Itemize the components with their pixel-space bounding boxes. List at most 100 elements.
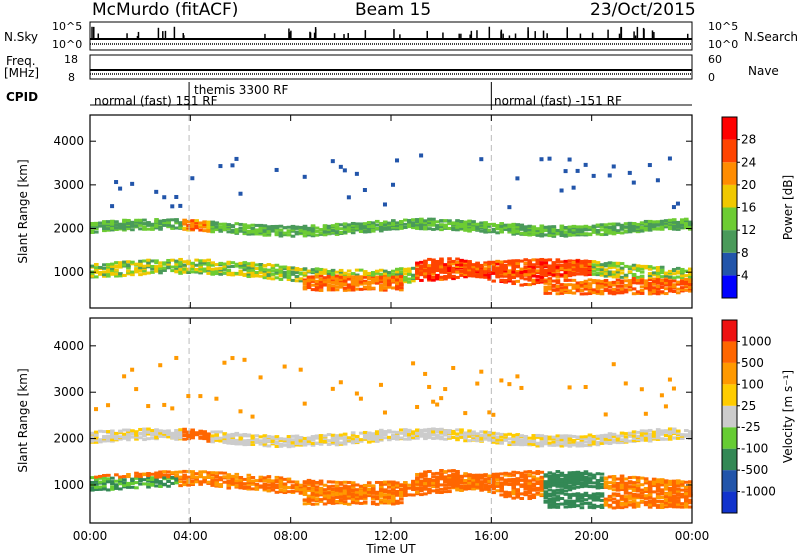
velocity-cell: [567, 481, 573, 485]
velocity-cell: [386, 492, 392, 496]
power-cell: [106, 272, 111, 276]
velocity-cell: [659, 495, 665, 499]
power-cell: [635, 281, 641, 285]
velocity-cell: [246, 433, 252, 437]
velocity-cell: [166, 480, 171, 484]
power-cell: [298, 231, 304, 235]
velocity-cell: [427, 480, 432, 484]
velocity-cell: [234, 479, 240, 483]
power-cell: [326, 227, 332, 231]
velocity-cell: [659, 492, 665, 496]
velocity-cell: [507, 493, 512, 497]
velocity-cell: [158, 472, 163, 476]
power-cell: [571, 233, 577, 237]
power-cell: [575, 289, 581, 293]
velocity-cell: [206, 434, 211, 438]
velocity-cell: [459, 486, 464, 490]
power-cell: [366, 230, 372, 234]
velocity-cell: [378, 498, 384, 502]
velocity-cell: [571, 434, 577, 438]
velocity-cell: [146, 485, 151, 489]
velocity-cell: [455, 486, 460, 490]
velocity-cell: [399, 436, 404, 440]
power-cell: [571, 285, 577, 289]
power-cell: [627, 270, 633, 274]
power-cell: [254, 273, 260, 277]
power-cell: [551, 263, 557, 267]
velocity-cell: [535, 444, 541, 448]
power-cell: [547, 269, 553, 273]
power-cell: [310, 279, 316, 283]
velocity-cell: [679, 482, 685, 486]
power-cell: [354, 226, 360, 230]
velocity-cell: [503, 481, 508, 485]
velocity-cell: [114, 431, 119, 435]
velocity-cell: [467, 439, 472, 443]
power-cell: [499, 263, 504, 267]
power-cell: [330, 285, 336, 289]
velocity-cell: [234, 438, 240, 442]
power-cell: [579, 225, 585, 229]
velocity-cell: [551, 491, 557, 495]
velocity-cell: [575, 492, 581, 496]
power-cell: [603, 282, 609, 286]
velocity-cell: [346, 436, 352, 440]
velocity-cell: [611, 432, 617, 436]
velocity-cell: [579, 499, 585, 503]
power-cell: [615, 229, 621, 233]
velocity-cell: [306, 499, 312, 503]
velocity-cell: [130, 435, 135, 439]
velocity-cell: [306, 439, 312, 443]
power-cell: [567, 278, 573, 282]
power-cell: [547, 287, 553, 291]
velocity-cell: [515, 433, 521, 437]
velocity-cell: [238, 475, 244, 479]
velocity-cell: [595, 434, 601, 438]
power-cell: [407, 267, 412, 271]
power-cell: [150, 259, 155, 263]
velocity-cell: [659, 432, 665, 436]
velocity-cell: [407, 483, 412, 487]
power-cell: [234, 230, 240, 234]
power-cell: [386, 227, 392, 231]
power-cell: [499, 274, 504, 278]
power-cell: [166, 220, 171, 224]
velocity-cell: [519, 438, 525, 442]
velocity-cell: [663, 479, 669, 483]
power-cell: [543, 285, 549, 289]
velocity-cell: [447, 435, 452, 439]
power-cell: [519, 276, 525, 280]
power-cell: [403, 225, 408, 229]
velocity-cell: [174, 355, 179, 360]
velocity-cell: [294, 480, 300, 484]
power-cell: [659, 279, 665, 283]
power-cell: [290, 228, 296, 232]
power-cell: [334, 274, 340, 278]
velocity-cell: [370, 490, 376, 494]
velocity-cell: [122, 432, 127, 436]
velocity-cell: [531, 471, 537, 475]
velocity-cell: [623, 481, 629, 485]
power-cell: [278, 277, 284, 281]
power-cell: [595, 291, 601, 295]
power-cell: [142, 272, 147, 276]
power-cell: [226, 273, 232, 277]
velocity-cell: [362, 497, 368, 501]
velocity-cell: [555, 473, 561, 477]
velocity-cell: [350, 493, 356, 497]
power-cell: [423, 225, 428, 229]
velocity-cell: [226, 438, 232, 442]
velocity-cell: [230, 434, 236, 438]
power-cell: [455, 270, 460, 274]
power-cell: [599, 292, 605, 296]
velocity-cell: [250, 440, 256, 444]
power-cell: [391, 219, 396, 223]
velocity-cell: [358, 396, 363, 401]
velocity-cell: [314, 497, 320, 501]
velocity-cell: [194, 477, 199, 481]
velocity-cell: [146, 476, 151, 480]
power-cell: [278, 265, 284, 269]
velocity-cell: [659, 429, 665, 433]
power-cell: [679, 220, 685, 224]
velocity-cell: [150, 477, 155, 481]
